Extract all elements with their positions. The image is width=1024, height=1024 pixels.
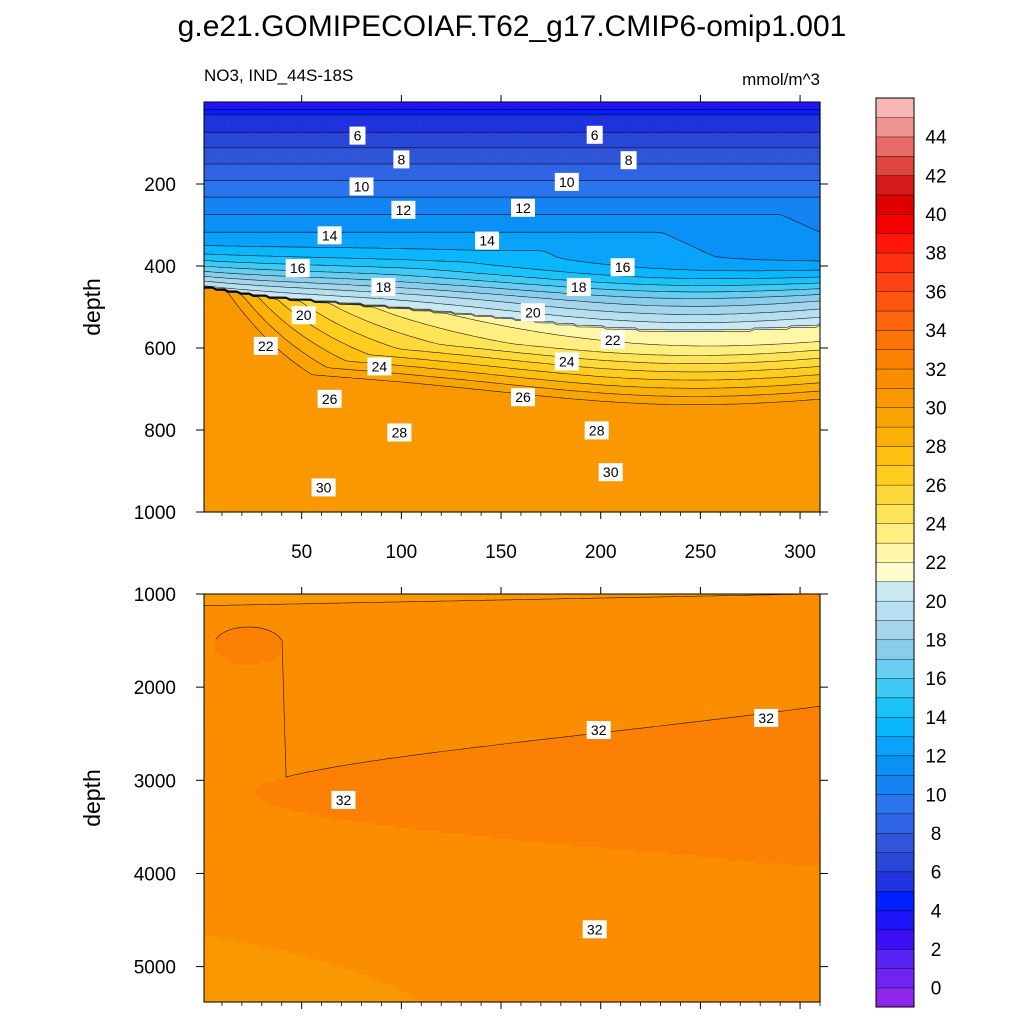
variable-label: NO3, IND_44S-18S <box>204 66 353 85</box>
units-label: mmol/m^3 <box>742 70 820 89</box>
figure-title: g.e21.GOMIPECOIAF.T62_g17.CMIP6-omip1.00… <box>178 10 847 43</box>
